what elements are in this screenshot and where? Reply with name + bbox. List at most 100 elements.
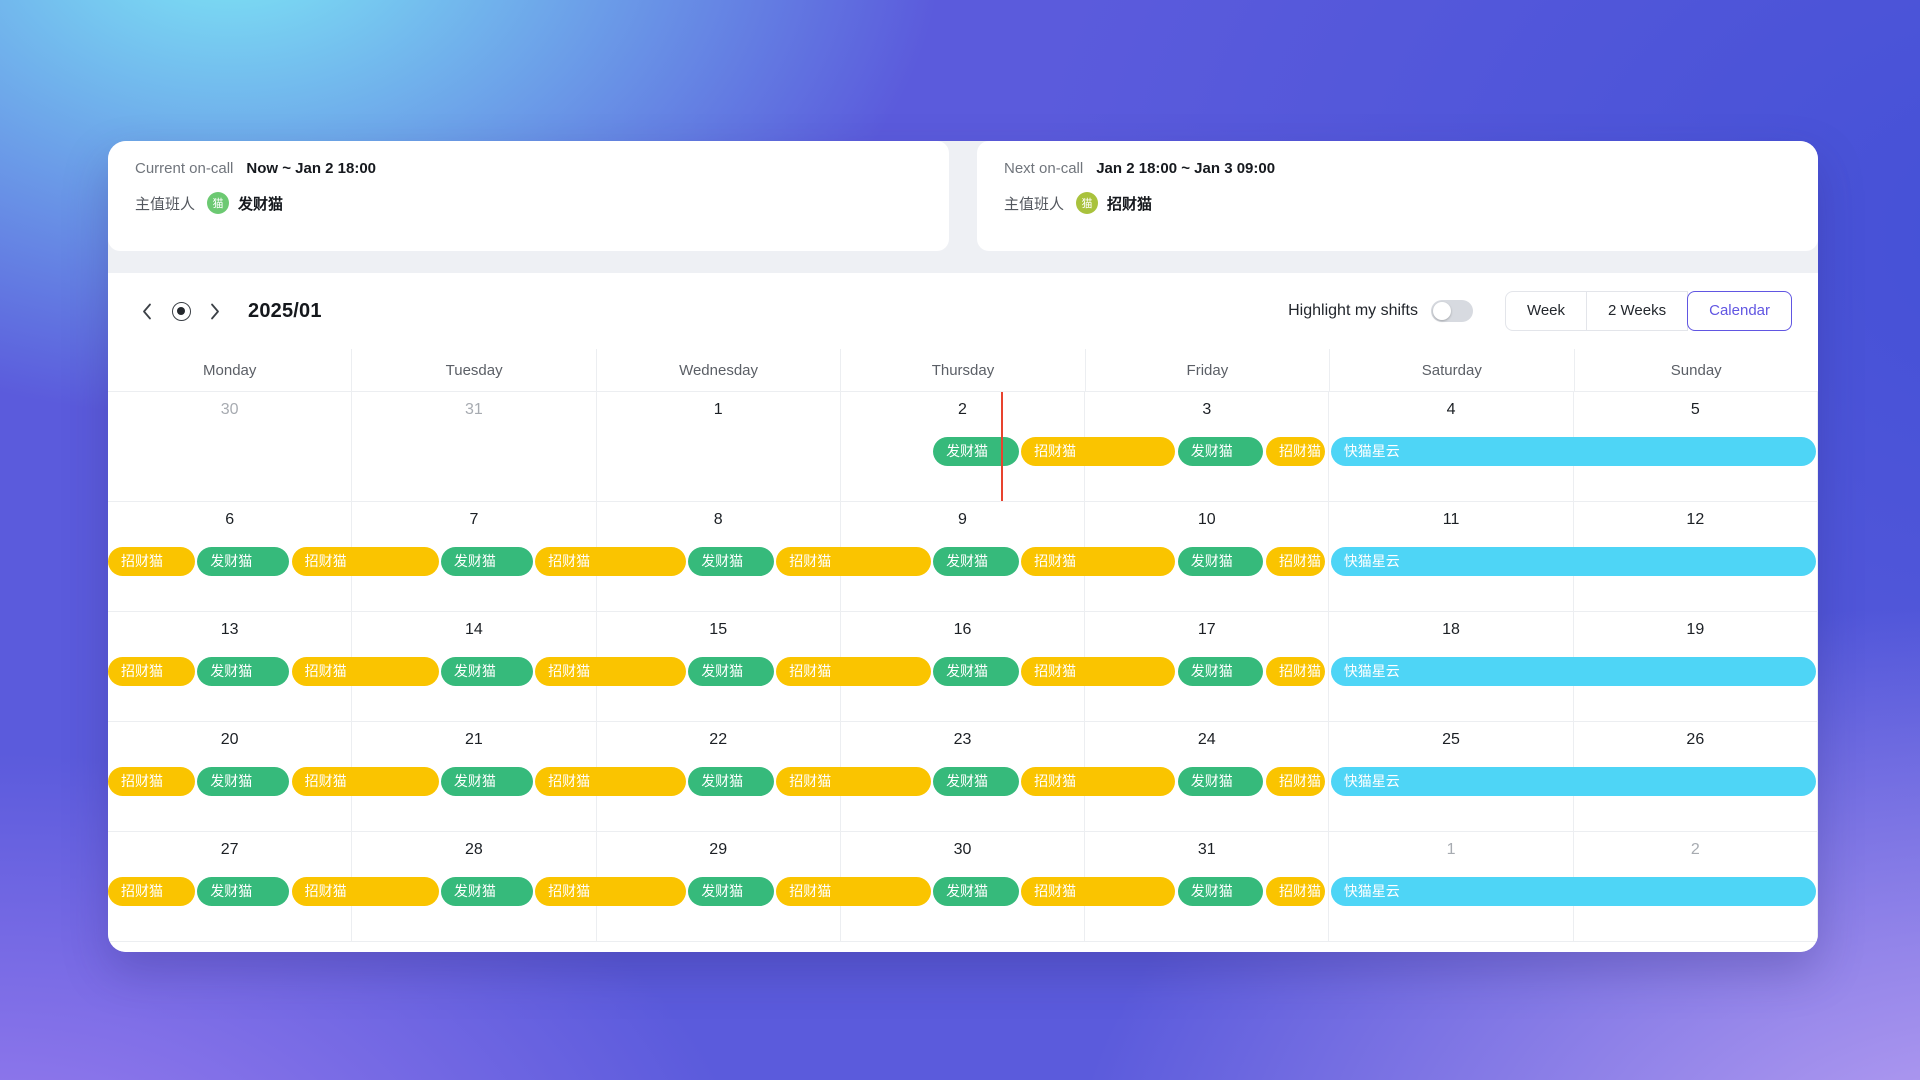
week-row: 20 21 22 23 24 25 26 招财猫 发财猫 招财猫 发财猫 招财猫 发财猫 招财猫 发财猫 招财… — [108, 722, 1818, 832]
shift-pill-green[interactable]: 发财猫 — [197, 767, 290, 796]
shift-pill-yellow[interactable]: 招财猫 — [1021, 547, 1176, 576]
date-number: 22 — [709, 731, 728, 748]
shift-pill-green[interactable]: 发财猫 — [688, 877, 774, 906]
shift-pill-green[interactable]: 发财猫 — [440, 767, 533, 796]
day-cell[interactable]: 24 — [1085, 722, 1330, 831]
shift-pill-yellow[interactable]: 招财猫 — [535, 877, 686, 906]
shift-pill-yellow[interactable]: 招财猫 — [1021, 767, 1176, 796]
shift-pill-yellow[interactable]: 招财猫 — [108, 657, 195, 686]
shift-pill-green[interactable]: 发财猫 — [933, 547, 1019, 576]
day-header-wednesday: Wednesday — [597, 349, 842, 391]
date-number: 4 — [1446, 401, 1456, 418]
day-cell[interactable]: 17 — [1085, 612, 1330, 721]
shift-pill-yellow[interactable]: 招财猫 — [1021, 657, 1176, 686]
shift-pill-green[interactable]: 发财猫 — [1177, 437, 1264, 466]
shift-pill-yellow[interactable]: 招财猫 — [108, 547, 195, 576]
day-cell[interactable]: 12 — [1574, 502, 1818, 611]
shift-pill-yellow[interactable]: 招财猫 — [291, 547, 439, 576]
shift-pill-yellow[interactable]: 招财猫 — [776, 547, 931, 576]
shift-pill-yellow[interactable]: 招财猫 — [776, 877, 931, 906]
shift-pill-yellow[interactable]: 招财猫 — [108, 767, 195, 796]
shift-pill-green[interactable]: 发财猫 — [933, 437, 1019, 466]
today-icon — [171, 301, 191, 321]
date-number: 16 — [953, 621, 972, 638]
view-button-week[interactable]: Week — [1504, 291, 1588, 331]
next-month-button[interactable] — [202, 297, 228, 325]
day-header-tuesday: Tuesday — [352, 349, 597, 391]
toggle-knob — [1432, 302, 1451, 320]
day-cell[interactable]: 3 — [1085, 392, 1330, 501]
date-number: 1 — [713, 401, 723, 418]
today-button[interactable] — [166, 297, 196, 325]
shift-pill-green[interactable]: 发财猫 — [688, 657, 774, 686]
shift-pill-cyan[interactable]: 快猫星云 — [1330, 767, 1816, 796]
prev-month-button[interactable] — [134, 297, 160, 325]
shift-pill-green[interactable]: 发财猫 — [933, 877, 1019, 906]
day-cell[interactable]: 2 — [1574, 832, 1818, 941]
shift-pill-yellow[interactable]: 招财猫 — [1266, 657, 1325, 686]
shift-pill-green[interactable]: 发财猫 — [197, 547, 290, 576]
view-button-calendar[interactable]: Calendar — [1687, 291, 1792, 331]
shift-pill-green[interactable]: 发财猫 — [933, 767, 1019, 796]
shift-pill-cyan[interactable]: 快猫星云 — [1330, 547, 1816, 576]
shift-pill-yellow[interactable]: 招财猫 — [291, 877, 439, 906]
week-row: 27 28 29 30 31 1 2 招财猫 发财猫 招财猫 发财猫 招财猫 发财猫 招财猫 发财猫 招财猫发… — [108, 832, 1818, 942]
shift-pill-yellow[interactable]: 招财猫 — [1266, 877, 1325, 906]
shift-pill-yellow[interactable]: 招财猫 — [291, 657, 439, 686]
shift-pill-cyan[interactable]: 快猫星云 — [1330, 437, 1816, 466]
shift-pill-green[interactable]: 发财猫 — [1177, 547, 1264, 576]
shift-pill-yellow[interactable]: 招财猫 — [776, 657, 931, 686]
shift-pill-yellow[interactable]: 招财猫 — [1021, 877, 1176, 906]
day-cell[interactable]: 19 — [1574, 612, 1818, 721]
date-number: 17 — [1197, 621, 1216, 638]
day-cell[interactable]: 30 — [108, 392, 353, 501]
shift-pill-green[interactable]: 发财猫 — [688, 767, 774, 796]
shift-pill-cyan[interactable]: 快猫星云 — [1330, 657, 1816, 686]
shift-pill-green[interactable]: 发财猫 — [1177, 657, 1264, 686]
date-number: 8 — [713, 511, 723, 528]
day-cell[interactable]: 26 — [1574, 722, 1818, 831]
shift-pill-green[interactable]: 发财猫 — [440, 657, 533, 686]
date-number: 13 — [220, 621, 239, 638]
shift-pill-yellow[interactable]: 招财猫 — [776, 767, 931, 796]
date-number: 9 — [958, 511, 967, 528]
shift-pill-yellow[interactable]: 招财猫 — [535, 767, 686, 796]
date-number: 10 — [1197, 511, 1216, 528]
highlight-shifts-toggle[interactable] — [1430, 300, 1473, 322]
shift-pill-green[interactable]: 发财猫 — [197, 657, 290, 686]
date-number: 15 — [709, 621, 728, 638]
date-number: 14 — [465, 621, 483, 638]
shift-pill-green[interactable]: 发财猫 — [440, 547, 533, 576]
shift-pill-cyan[interactable]: 快猫星云 — [1330, 877, 1816, 906]
shift-pill-yellow[interactable]: 招财猫 — [291, 767, 439, 796]
shift-pill-green[interactable]: 发财猫 — [688, 547, 774, 576]
current-time-indicator — [1000, 392, 1003, 501]
day-cell[interactable]: 31 — [352, 392, 597, 501]
date-number: 6 — [225, 511, 235, 528]
day-cell[interactable]: 1 — [597, 392, 841, 501]
shift-pill-green[interactable]: 发财猫 — [1177, 877, 1264, 906]
shift-pill-yellow[interactable]: 招财猫 — [108, 877, 195, 906]
calendar-section: 2025/01 Highlight my shifts Week 2 Weeks C… — [108, 273, 1818, 952]
shift-pill-yellow[interactable]: 招财猫 — [1021, 437, 1176, 466]
shift-pill-green[interactable]: 发财猫 — [197, 877, 290, 906]
day-cell[interactable]: 10 — [1085, 502, 1330, 611]
shift-pill-green[interactable]: 发财猫 — [440, 877, 533, 906]
shift-pill-yellow[interactable]: 招财猫 — [535, 657, 686, 686]
date-number: 25 — [1442, 731, 1460, 748]
shift-pill-yellow[interactable]: 招财猫 — [1266, 437, 1325, 466]
day-cell[interactable]: 5 — [1574, 392, 1818, 501]
shift-pill-yellow[interactable]: 招财猫 — [535, 547, 686, 576]
day-header-thursday: Thursday — [841, 349, 1086, 391]
shift-pill-yellow[interactable]: 招财猫 — [1266, 767, 1325, 796]
oncall-cards-row: Current on-call Now ~ Jan 2 18:00 主值班人 猫… — [108, 141, 1818, 251]
day-cell[interactable]: 31 — [1085, 832, 1330, 941]
highlight-shifts-label: Highlight my shifts — [1288, 302, 1418, 319]
shift-pill-green[interactable]: 发财猫 — [1177, 767, 1264, 796]
shift-pill-yellow[interactable]: 招财猫 — [1266, 547, 1325, 576]
date-number: 28 — [465, 841, 483, 858]
date-number: 21 — [465, 731, 483, 748]
view-button-2-weeks[interactable]: 2 Weeks — [1586, 291, 1689, 331]
next-role-label: 主值班人 — [1004, 195, 1065, 213]
shift-pill-green[interactable]: 发财猫 — [933, 657, 1019, 686]
